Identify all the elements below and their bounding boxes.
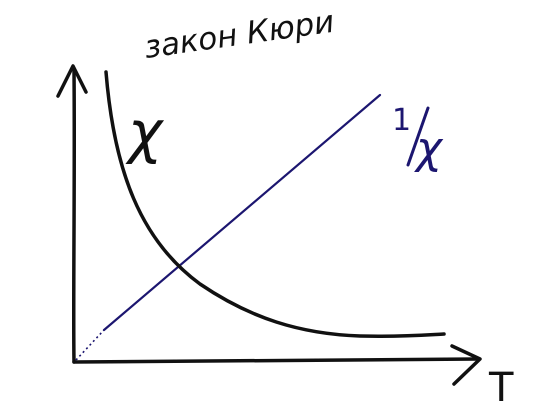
inverse-susceptibility-line: [75, 93, 382, 361]
line-extrapolation-dotted: [75, 329, 105, 361]
diagram-title: закон Кюри: [142, 4, 336, 66]
y-axis-arrowhead: [56, 64, 88, 98]
curve-label: χ: [125, 98, 165, 166]
y-axis: [56, 64, 88, 364]
line-label: 1 χ: [392, 103, 444, 174]
x-axis-arrowhead: [450, 344, 482, 386]
line-solid: [102, 93, 382, 332]
line-label-slash: [406, 106, 430, 167]
line-label-numerator: 1: [392, 103, 411, 138]
line-label-denominator: χ: [414, 123, 444, 174]
susceptibility-curve: [104, 70, 446, 339]
x-axis-label: T: [488, 365, 514, 411]
x-axis: [72, 344, 482, 386]
